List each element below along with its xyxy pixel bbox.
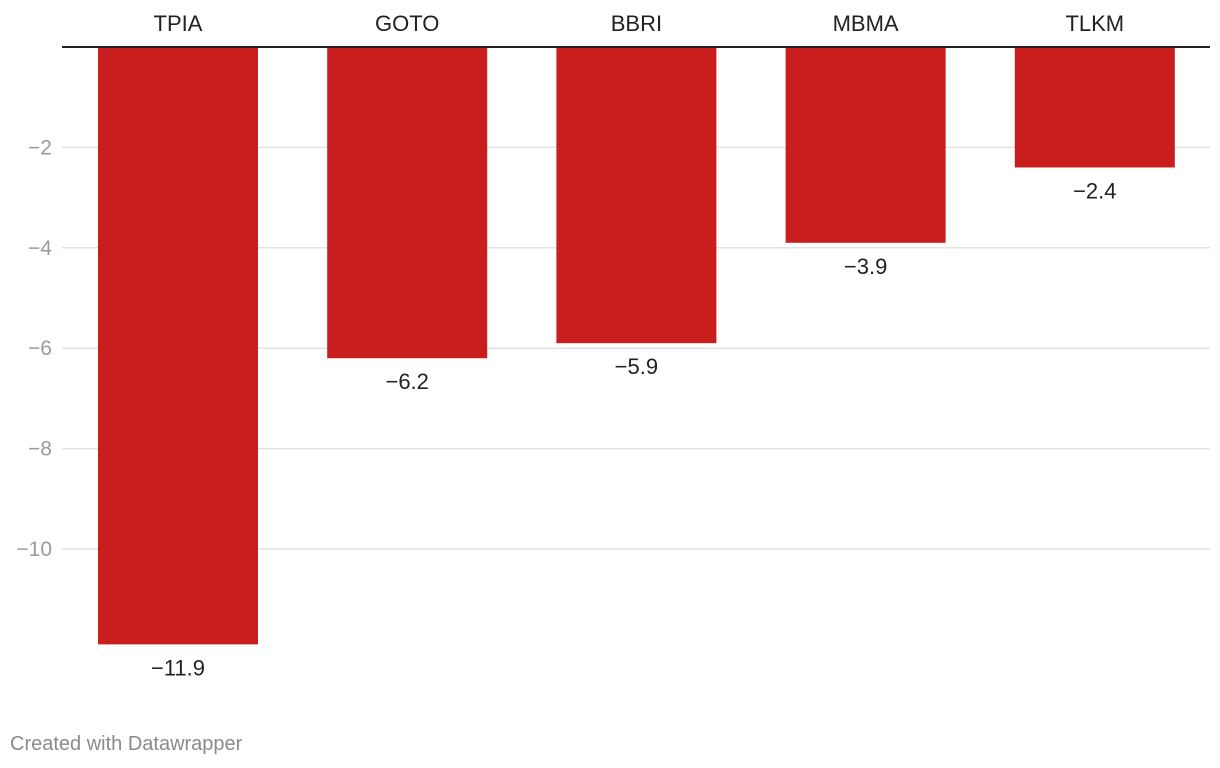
category-label: GOTO xyxy=(375,11,439,36)
y-tick-label: −2 xyxy=(28,136,52,159)
bar-bbri xyxy=(556,47,717,344)
category-labels: TPIA GOTO BBRI MBMA TLKM xyxy=(154,11,1125,36)
category-label: TLKM xyxy=(1065,11,1124,36)
category-label: MBMA xyxy=(833,11,899,36)
bar-mbma xyxy=(785,47,946,243)
bar-tpia xyxy=(98,47,258,645)
credit-text: Created with Datawrapper xyxy=(10,733,243,755)
y-tick-label: −6 xyxy=(28,337,52,360)
y-tick-label: −10 xyxy=(16,538,52,561)
bars xyxy=(98,47,1175,645)
y-axis-ticks: −2 −4 −6 −8 −10 xyxy=(16,136,52,561)
y-tick-label: −4 xyxy=(28,237,52,260)
value-label: −2.4 xyxy=(1073,178,1116,203)
value-labels: −11.9 −6.2 −5.9 −3.9 −2.4 xyxy=(151,178,1117,680)
bar-chart: −2 −4 −6 −8 −10 −11.9 −6.2 −5.9 −3.9 −2.4 TPIA GO… xyxy=(16,11,1210,680)
y-tick-label: −8 xyxy=(28,438,52,461)
category-label: BBRI xyxy=(611,11,662,36)
value-label: −3.9 xyxy=(844,254,887,279)
bar-tlkm xyxy=(1014,47,1175,168)
value-label: −5.9 xyxy=(615,354,658,379)
bar-goto xyxy=(327,47,488,359)
category-label: TPIA xyxy=(154,11,203,36)
value-label: −6.2 xyxy=(385,369,428,394)
value-label: −11.9 xyxy=(151,655,205,680)
